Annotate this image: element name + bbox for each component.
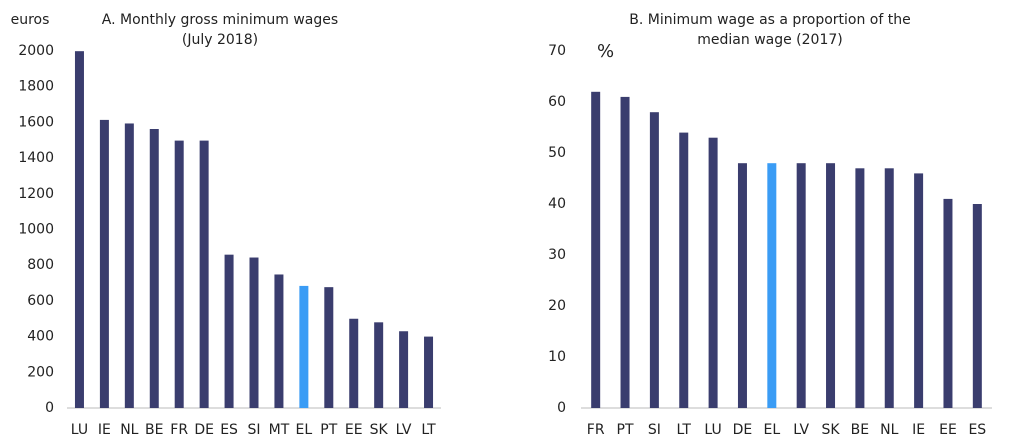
- x-tick-label: SK: [821, 422, 840, 438]
- bar: [914, 173, 924, 408]
- y-tick-label: 10: [548, 349, 566, 365]
- x-tick-label: SK: [370, 422, 389, 438]
- x-tick-label: MT: [269, 422, 290, 438]
- x-tick-label: BE: [851, 422, 869, 438]
- x-tick-label: FR: [170, 422, 188, 438]
- chart-title: A. Monthly gross minimum wages: [102, 12, 338, 28]
- x-tick-label: LV: [396, 422, 412, 438]
- y-tick-label: 0: [45, 400, 54, 416]
- bar: [591, 91, 601, 409]
- bar: [399, 331, 409, 408]
- x-tick-label: SI: [247, 422, 260, 438]
- y-tick-label: 200: [27, 364, 54, 380]
- x-tick-label: IE: [912, 422, 925, 438]
- bar: [274, 274, 284, 408]
- bar: [620, 96, 630, 409]
- y-tick-label: 50: [548, 145, 566, 161]
- x-tick-label: LT: [677, 422, 692, 438]
- bar: [826, 163, 836, 408]
- chart-title: median wage (2017): [697, 32, 842, 48]
- x-tick-label: EL: [296, 422, 313, 438]
- bar: [249, 257, 259, 408]
- bar: [99, 119, 109, 408]
- x-tick-label: DE: [733, 422, 753, 438]
- y-tick-label: 70: [548, 43, 566, 59]
- y-tick-label: 30: [548, 247, 566, 263]
- y-tick-label: 1600: [18, 114, 54, 130]
- y-tick-label: 600: [27, 293, 54, 309]
- x-tick-label: EE: [939, 422, 957, 438]
- bar: [708, 137, 718, 408]
- bar: [374, 322, 384, 408]
- y-tick-label: 1200: [18, 186, 54, 202]
- axis-unit: euros: [11, 12, 50, 28]
- y-tick-label: 2000: [18, 43, 54, 59]
- bar: [767, 163, 777, 408]
- x-tick-label: EE: [345, 422, 363, 438]
- x-tick-label: ES: [968, 422, 986, 438]
- x-tick-label: SI: [648, 422, 661, 438]
- x-tick-label: NL: [880, 422, 898, 438]
- x-tick-label: FR: [587, 422, 605, 438]
- x-tick-label: PT: [320, 422, 337, 438]
- chart-title: B. Minimum wage as a proportion of the: [629, 12, 910, 28]
- bar: [884, 168, 894, 408]
- bar: [149, 129, 159, 408]
- bar: [324, 287, 334, 408]
- y-tick-label: 1800: [18, 79, 54, 95]
- x-tick-label: LV: [793, 422, 809, 438]
- axis-unit: %: [597, 41, 614, 62]
- y-tick-label: 0: [557, 400, 566, 416]
- x-tick-label: LU: [71, 422, 88, 438]
- bar: [796, 163, 806, 408]
- x-tick-label: NL: [120, 422, 138, 438]
- chart-title: (July 2018): [182, 32, 258, 48]
- bar: [349, 318, 359, 408]
- y-tick-label: 1400: [18, 150, 54, 166]
- bar: [737, 163, 747, 408]
- bar: [424, 336, 434, 408]
- x-tick-label: LT: [421, 422, 436, 438]
- x-tick-label: LU: [704, 422, 721, 438]
- bar: [943, 198, 953, 408]
- y-tick-label: 40: [548, 196, 566, 212]
- bar: [679, 132, 689, 408]
- y-tick-label: 20: [548, 298, 566, 314]
- bar: [972, 204, 982, 408]
- bar: [199, 140, 209, 408]
- bar: [174, 140, 184, 408]
- bar: [299, 285, 309, 408]
- y-tick-label: 1000: [18, 222, 54, 238]
- x-tick-label: PT: [617, 422, 634, 438]
- bar: [649, 112, 659, 408]
- x-tick-label: ES: [220, 422, 238, 438]
- bar: [124, 123, 134, 408]
- x-tick-label: DE: [194, 422, 214, 438]
- x-tick-label: IE: [98, 422, 111, 438]
- bar: [224, 254, 234, 408]
- x-tick-label: EL: [763, 422, 780, 438]
- y-tick-label: 800: [27, 257, 54, 273]
- y-tick-label: 400: [27, 329, 54, 345]
- x-tick-label: BE: [145, 422, 163, 438]
- bar: [855, 168, 865, 408]
- y-tick-label: 60: [548, 94, 566, 110]
- bar: [74, 51, 84, 409]
